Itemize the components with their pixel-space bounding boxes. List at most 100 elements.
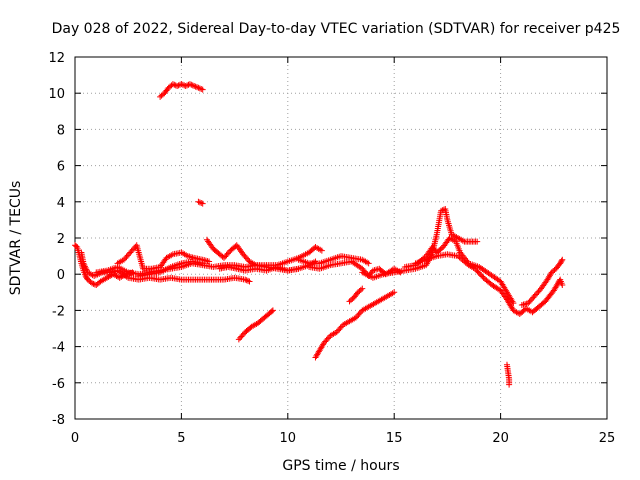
data-point [199,200,206,207]
series-diag-1 [235,307,276,343]
data-point [246,278,253,285]
data-point [337,324,344,331]
data-point [189,82,196,89]
data-point [127,249,134,256]
data-point [391,289,398,296]
data-point [224,250,231,257]
data-point [239,332,246,339]
y-tick-label: -2 [52,304,65,319]
data-point [91,281,98,288]
data-point [320,339,327,346]
data-point [242,276,249,283]
data-point [186,81,193,88]
x-tick-label: 25 [599,431,616,446]
data-point [529,295,536,302]
data-point [120,256,127,263]
axis-ticks: 0 5 10 15 20 25 -8 -6 -4 -2 0 2 4 6 8 10 12 [48,51,615,446]
data-point [174,82,181,89]
y-tick-label: 2 [57,232,65,247]
y-tick-label: 8 [57,123,65,138]
series-band-d [203,236,325,269]
series-late-rise [518,256,566,308]
series-diag-2 [312,289,398,361]
chart-title: Day 028 of 2022, Sidereal Day-to-day VTE… [52,21,621,37]
data-point [268,308,275,315]
y-tick-label: 6 [57,160,65,175]
data-point [525,300,532,307]
data-point [206,258,213,265]
data-point [559,256,566,263]
data-point [295,265,302,272]
data-point [198,85,205,92]
data-point [188,81,195,88]
data-point [179,81,186,88]
data-point [122,255,129,262]
data-point [223,252,230,259]
series-band-b [114,242,213,272]
series-band-g [401,235,517,307]
series-diag-3 [346,285,366,305]
data-point [535,288,542,295]
data-point [474,238,481,245]
data-point [191,82,198,89]
data-point [357,286,364,293]
data-point [196,199,203,206]
x-tick-label: 5 [177,431,185,446]
data-point [355,311,362,318]
y-tick-label: -4 [52,341,65,356]
x-axis-label: GPS time / hours [282,458,399,474]
data-point [558,257,565,264]
data-point [222,253,229,260]
data-point [324,335,331,342]
data-point [131,245,138,252]
data-point [123,253,130,260]
data-point [242,254,249,261]
data-point [354,313,361,320]
series-mid-band [295,253,372,267]
grid-lines [75,57,607,419]
data-point [198,200,205,207]
data-point [243,255,250,262]
data-point [240,251,247,258]
data-point [526,298,533,305]
data-point [195,198,202,205]
data-point [199,260,206,267]
x-tick-label: 10 [280,431,297,446]
series-top-arc [157,81,206,100]
series-isolated-4 [195,198,206,207]
data-point [532,291,539,298]
data-points [72,81,566,388]
y-tick-label: 10 [48,87,65,102]
data-point [175,82,182,89]
series-band-e [216,263,302,274]
y-tick-label: 4 [57,196,65,211]
data-point [352,314,359,321]
data-point [333,329,340,336]
data-point [169,81,176,88]
data-point [318,247,325,254]
data-point [196,85,203,92]
data-point [323,337,330,344]
data-point [235,336,242,343]
x-tick-label: 15 [386,431,403,446]
data-point [171,81,178,88]
data-point [192,83,199,90]
data-point [126,250,133,257]
data-point [199,86,206,93]
data-point [559,282,566,289]
data-point [336,326,343,333]
data-point [128,248,135,255]
data-point [124,252,131,259]
data-point [195,84,202,91]
x-tick-label: 20 [492,431,509,446]
data-point [240,330,247,337]
data-point [238,333,245,340]
series-band-f [359,206,481,281]
series-band-c [135,258,206,280]
data-point [220,254,227,261]
data-point [530,294,537,301]
data-point [241,252,248,259]
data-point [335,327,342,334]
data-point [184,82,191,89]
